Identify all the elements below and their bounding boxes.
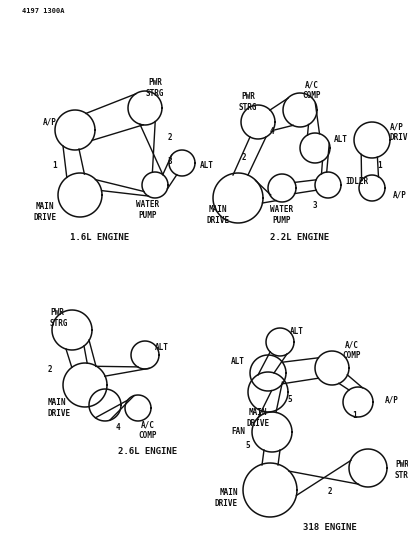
Text: 2: 2: [168, 133, 172, 142]
Text: PWR
STRG: PWR STRG: [395, 461, 408, 480]
Text: IDLER: IDLER: [345, 177, 368, 187]
Text: MAIN
DRIVE: MAIN DRIVE: [206, 205, 230, 225]
Text: 5: 5: [246, 440, 251, 449]
Text: 1: 1: [353, 410, 357, 419]
Text: A/P: A/P: [385, 395, 399, 405]
Text: MAIN
DRIVE: MAIN DRIVE: [215, 488, 238, 508]
Text: PWR
STRG: PWR STRG: [50, 308, 69, 328]
Text: WATER
PUMP: WATER PUMP: [136, 200, 160, 220]
Text: 2.6L ENGINE: 2.6L ENGINE: [118, 448, 177, 456]
Text: ALT: ALT: [290, 327, 304, 336]
Text: 2.2L ENGINE: 2.2L ENGINE: [271, 233, 330, 243]
Text: 4: 4: [116, 424, 120, 432]
Text: 1.6L ENGINE: 1.6L ENGINE: [71, 233, 130, 243]
Text: ALT: ALT: [155, 343, 169, 352]
Text: 4: 4: [270, 127, 274, 136]
Text: 1: 1: [53, 160, 57, 169]
Text: ALT: ALT: [231, 358, 245, 367]
Text: A/C
COMP: A/C COMP: [343, 340, 361, 360]
Text: ALT: ALT: [200, 160, 214, 169]
Text: 3: 3: [313, 200, 317, 209]
Text: 318 ENGINE: 318 ENGINE: [303, 523, 357, 532]
Text: MAIN
DRIVE: MAIN DRIVE: [246, 408, 270, 427]
Text: 2: 2: [48, 366, 52, 375]
Text: WATER
PUMP: WATER PUMP: [271, 205, 294, 225]
Text: MAIN
DRIVE: MAIN DRIVE: [33, 203, 57, 222]
Text: ALT: ALT: [334, 135, 348, 144]
Text: 2: 2: [242, 154, 246, 163]
Text: PWR
STRG: PWR STRG: [146, 78, 164, 98]
Text: PWR
STRG: PWR STRG: [239, 92, 257, 112]
Text: A/P
DRIVE: A/P DRIVE: [390, 122, 408, 142]
Text: MAIN
DRIVE: MAIN DRIVE: [48, 398, 71, 418]
Text: FAN: FAN: [231, 427, 245, 437]
Text: A/C
COMP: A/C COMP: [139, 421, 157, 440]
Text: 5: 5: [288, 395, 292, 405]
Text: A/P: A/P: [43, 117, 57, 126]
Text: 1: 1: [378, 160, 382, 169]
Text: 4197 1300A: 4197 1300A: [22, 8, 64, 14]
Text: A/P: A/P: [393, 190, 407, 199]
Text: A/C
COMP: A/C COMP: [303, 80, 321, 100]
Text: 3: 3: [168, 157, 172, 166]
Text: 2: 2: [328, 488, 332, 497]
